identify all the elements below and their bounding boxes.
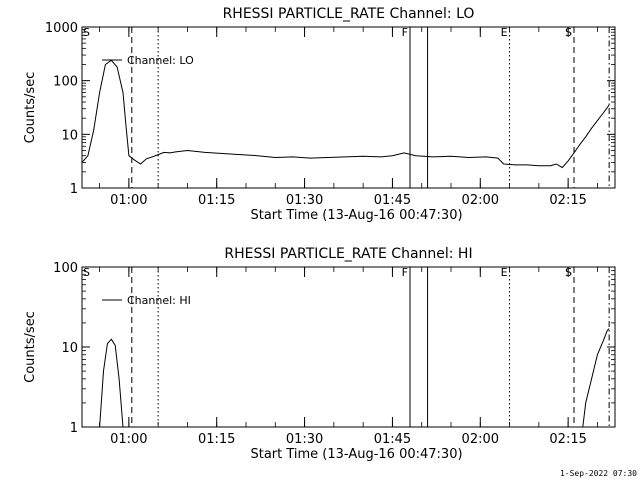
lo-x-tick-label: 01:30 [286, 193, 323, 208]
lo-y-tick-label: 1000 [45, 21, 78, 36]
hi-x-tick-label: 02:00 [462, 432, 499, 447]
lo-y-tick-label: 100 [53, 75, 78, 90]
hi-marker-label: E [501, 266, 508, 279]
hi-marker-label: S [565, 266, 572, 279]
hi-series-line [582, 328, 610, 428]
hi-x-tick-label: 01:30 [286, 432, 323, 447]
hi-y-tick-label: 100 [53, 261, 78, 276]
footer-timestamp: 1-Sep-2022 07:30 [559, 469, 637, 478]
lo-chart-title: RHESSI PARTICLE_RATE Channel: LO [223, 6, 475, 22]
lo-x-tick-label: 02:00 [462, 193, 499, 208]
hi-y-axis-label: Counts/sec [23, 311, 38, 383]
hi-corner-label: S [83, 266, 90, 279]
lo-x-tick-label: 01:15 [198, 193, 235, 208]
hi-y-tick-label: 10 [61, 341, 78, 356]
hi-x-tick-label: 02:15 [549, 432, 586, 447]
hi-legend-label: Channel: HI [127, 294, 191, 307]
hi-y-tick-label: 1 [70, 421, 78, 436]
lo-legend-label: Channel: LO [127, 54, 194, 67]
lo-marker-label: E [501, 26, 508, 39]
lo-y-tick-label: 10 [61, 128, 78, 143]
hi-plot-frame [81, 266, 616, 428]
hi-x-axis-label: Start Time (13-Aug-16 00:47:30) [250, 447, 462, 462]
lo-plot-frame [81, 26, 616, 189]
lo-x-tick-label: 02:15 [549, 193, 586, 208]
hi-series-line [99, 338, 124, 428]
lo-series-line [81, 59, 610, 169]
hi-marker-label: F [402, 266, 408, 279]
hi-chart-title: RHESSI PARTICLE_RATE Channel: HI [224, 246, 472, 262]
lo-corner-label: S [83, 26, 90, 39]
hi-x-tick-label: 01:15 [198, 432, 235, 447]
hi-x-tick-label: 01:00 [110, 432, 147, 447]
hi-x-tick-label: 01:45 [374, 432, 411, 447]
lo-y-tick-label: 1 [70, 182, 78, 197]
lo-x-axis-label: Start Time (13-Aug-16 00:47:30) [250, 208, 462, 223]
lo-marker-label: F [402, 26, 408, 39]
lo-y-axis-label: Counts/sec [23, 72, 38, 144]
lo-x-tick-label: 01:45 [374, 193, 411, 208]
lo-marker-label: S [565, 26, 572, 39]
lo-x-tick-label: 01:00 [110, 193, 147, 208]
